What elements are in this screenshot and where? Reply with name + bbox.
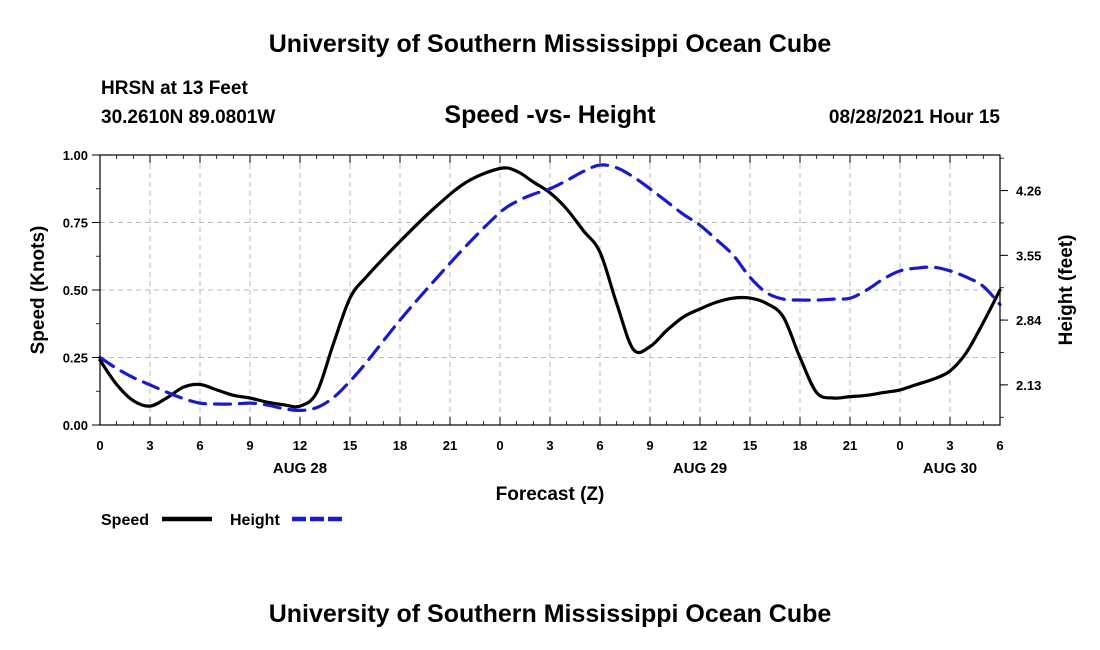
station-label: HRSN at 13 Feet [101,78,248,99]
x-tick-label: 12 [693,438,707,453]
x-tick-label: 3 [546,438,553,453]
tick-labels: 0 3 6 9 12 15 18 21 0 3 6 9 12 15 18 21 0 3 6 0.00 0.25 0.50 0… [63,148,1042,477]
legend: Speed Height [101,512,342,529]
y-tick-label: 0.25 [63,351,88,366]
date-label: AUG 28 [273,460,327,477]
x-tick-label: 12 [293,438,307,453]
x-tick-label: 6 [596,438,603,453]
y-tick-label: 0.50 [63,283,88,298]
y-tick-label: 0.00 [63,418,88,433]
x-tick-label: 0 [496,438,503,453]
grid-lines [100,155,1000,425]
x-tick-label: 9 [646,438,653,453]
x-tick-label: 18 [793,438,807,453]
x-tick-label: 9 [246,438,253,453]
page-title-top: University of Southern Mississippi Ocean… [268,30,832,58]
coordinates-label: 30.2610N 89.0801W [101,107,276,128]
chart-title: Speed -vs- Height [444,101,656,129]
y2-tick-label: 3.55 [1016,248,1041,263]
x-tick-label: 21 [843,438,857,453]
y-tick-label: 1.00 [63,148,88,163]
x-tick-label: 21 [443,438,457,453]
x-tick-label: 6 [996,438,1003,453]
x-tick-label: 3 [946,438,953,453]
x-tick-label: 15 [343,438,357,453]
page-title-bottom: University of Southern Mississippi Ocean… [268,600,832,628]
y-tick-label: 0.75 [63,216,88,231]
legend-height-label: Height [230,512,280,529]
x-tick-label: 18 [393,438,407,453]
x-tick-label: 15 [743,438,757,453]
x-axis-label: Forecast (Z) [496,484,605,505]
x-tick-label: 0 [896,438,903,453]
x-tick-label: 0 [96,438,103,453]
y-axis-label: Speed (Knots) [28,226,49,355]
forecast-datetime: 08/28/2021 Hour 15 [828,107,1000,128]
date-label: AUG 30 [923,460,977,477]
y2-tick-label: 4.26 [1016,184,1041,199]
date-label: AUG 29 [673,460,727,477]
series-speed-line [98,166,1002,409]
series-height-line [98,163,1002,413]
y2-tick-label: 2.13 [1016,378,1041,393]
y2-axis-label: Height (feet) [1056,235,1077,346]
x-tick-label: 3 [146,438,153,453]
axis-ticks [92,154,1008,426]
legend-speed-label: Speed [101,512,149,529]
y2-tick-label: 2.84 [1016,313,1042,328]
series-lines [98,163,1002,413]
x-tick-label: 6 [196,438,203,453]
